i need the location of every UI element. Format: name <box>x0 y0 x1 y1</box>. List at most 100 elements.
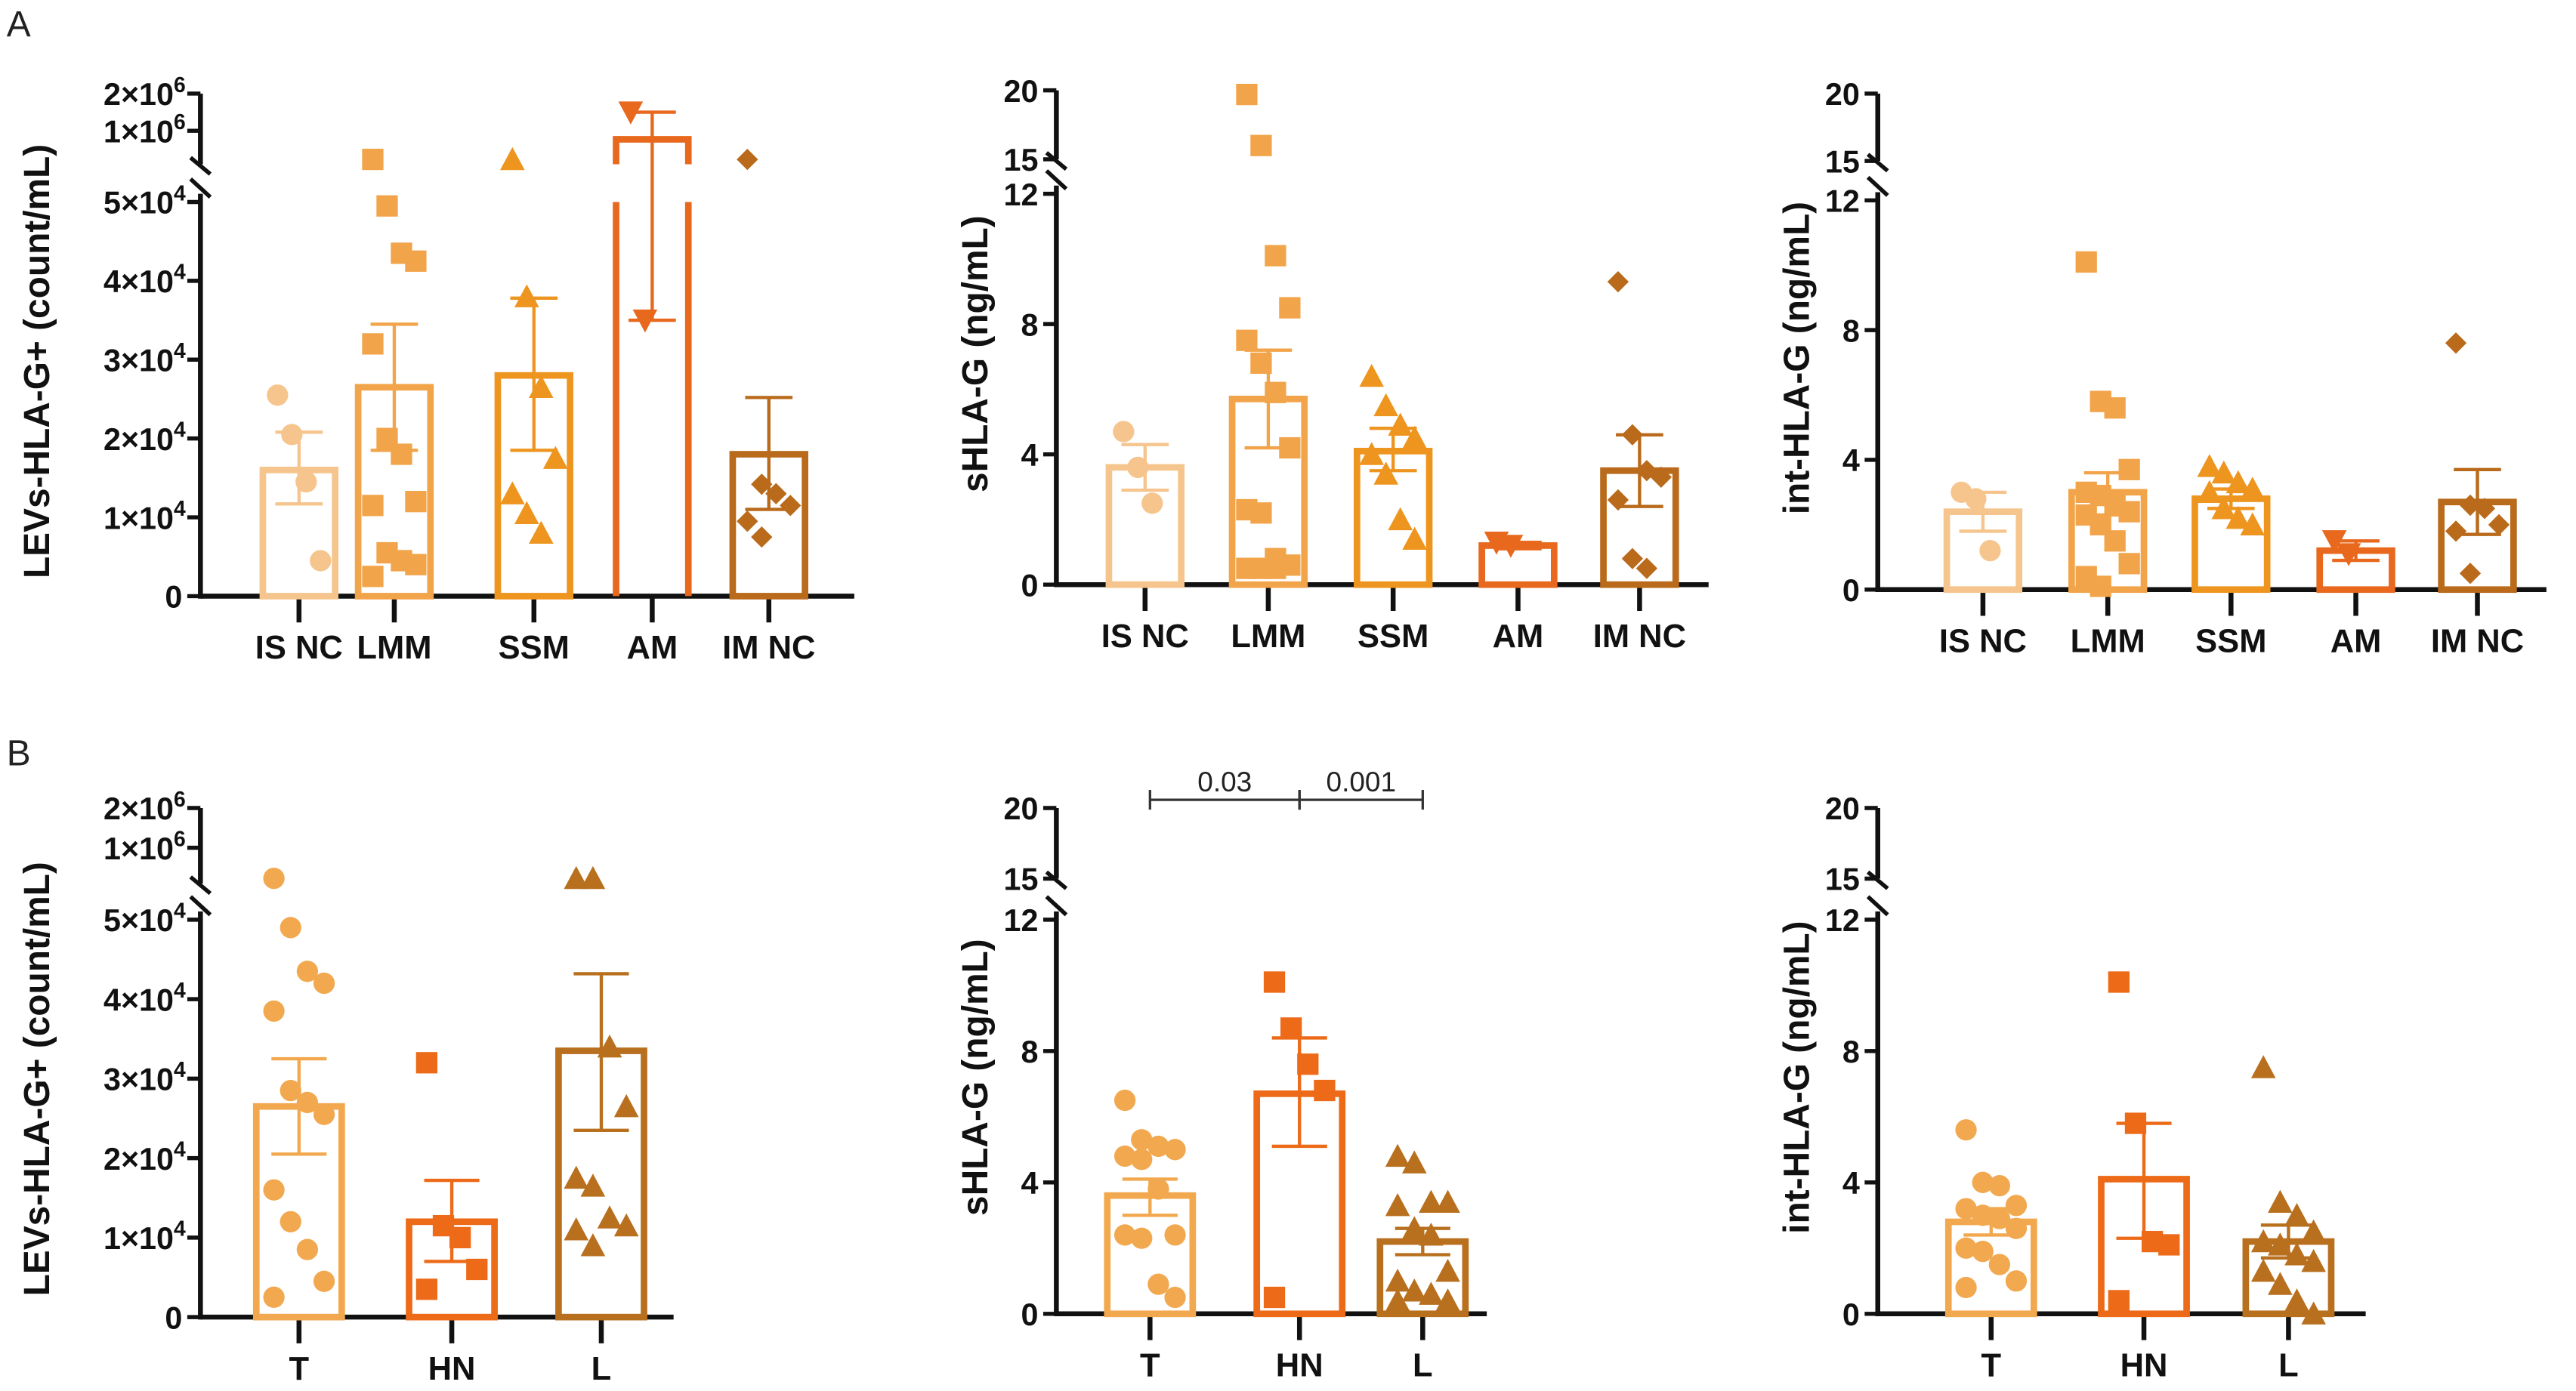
data-point-square <box>2090 575 2111 597</box>
y-axis-label: LEVs-HLA-G+ (count/mL) <box>17 862 57 1296</box>
y-tick-label: 15 <box>1825 144 1860 179</box>
x-tick-label: IM NC <box>1593 618 1686 655</box>
data-point-square <box>362 148 384 171</box>
data-point-triangle <box>514 501 539 524</box>
x-tick-label: IS NC <box>255 630 343 666</box>
data-point-diamond <box>737 148 758 171</box>
data-point-triangle <box>564 1217 589 1241</box>
tick-exponent: 6 <box>174 826 186 850</box>
bar-group-l: L <box>2242 1055 2335 1383</box>
data-point-square <box>1250 502 1272 524</box>
bar-group-hn: HN <box>2098 971 2190 1383</box>
data-point-triangle <box>2197 454 2222 477</box>
data-point-circle <box>1113 1224 1136 1246</box>
data-point-circle <box>1955 1119 1977 1141</box>
y-tick-label: 15 <box>1825 862 1860 897</box>
data-point-triangle <box>1419 1282 1444 1305</box>
data-point-square <box>449 1226 471 1249</box>
y-tick-label: 8 <box>1021 1035 1038 1069</box>
p-value-label: 0.03 <box>1197 766 1252 797</box>
data-point-square <box>2108 971 2130 993</box>
data-point-square <box>1297 1053 1319 1075</box>
x-tick-label: IS NC <box>1101 618 1189 655</box>
data-point-circle <box>1972 1171 1994 1193</box>
data-point-circle <box>2005 1270 2028 1292</box>
y-tick-label: 8 <box>1842 313 1860 348</box>
data-point-triangle <box>1401 1150 1427 1174</box>
bar-group-l: L <box>555 865 647 1387</box>
tick-mantissa: 5×10 <box>103 903 174 938</box>
data-point-triangle <box>2225 470 2251 494</box>
tick-mantissa: 2×10 <box>103 422 174 457</box>
x-tick-label: HN <box>2120 1347 2168 1383</box>
x-tick-label: LMM <box>1231 618 1305 655</box>
x-tick-label: SSM <box>2195 623 2266 659</box>
y-tick-label: 4 <box>1842 1166 1860 1201</box>
y-tick-label: 20 <box>1825 791 1860 826</box>
data-point-triangle-down <box>632 309 658 333</box>
data-point-triangle <box>2211 496 2237 520</box>
data-point-triangle <box>597 1205 622 1229</box>
data-point-circle <box>1147 1273 1169 1295</box>
x-tick-label: L <box>2278 1347 2299 1383</box>
tick-exponent: 4 <box>174 260 186 284</box>
data-point-triangle <box>1359 363 1385 387</box>
data-point-circle <box>1955 1237 1977 1259</box>
data-point-triangle-down <box>2321 530 2347 554</box>
data-point-circle <box>281 424 303 446</box>
data-point-square <box>391 443 412 465</box>
tick-exponent: 4 <box>174 1137 186 1161</box>
p-value-label: 0.001 <box>1327 766 1397 797</box>
y-tick-label: 1×106 <box>103 826 186 865</box>
data-point-square <box>1314 1079 1336 1102</box>
data-point-triangle <box>2268 1189 2293 1214</box>
data-point-circle <box>296 1238 319 1260</box>
bar-group-is-nc: IS NC <box>255 384 343 666</box>
data-point-triangle-down <box>2336 543 2361 566</box>
data-point-triangle <box>1385 1192 1410 1217</box>
x-tick-label: L <box>591 1351 612 1387</box>
data-point-diamond <box>1621 424 1644 446</box>
data-point-circle <box>1955 1276 1977 1299</box>
y-tick-label: 20 <box>1004 74 1039 109</box>
tick-mantissa: 1×10 <box>103 501 174 535</box>
axis-break-mark <box>1866 895 1889 917</box>
data-point-square <box>466 1258 488 1281</box>
data-point-triangle <box>1373 393 1399 417</box>
data-point-circle <box>295 470 317 493</box>
data-point-triangle <box>2197 480 2222 504</box>
bar-group-t: T <box>252 868 345 1387</box>
bar-group-hn: HN <box>406 1052 498 1387</box>
data-point-circle <box>1988 1254 2010 1275</box>
data-point-triangle <box>2250 1229 2276 1253</box>
data-point-circle <box>280 1080 301 1102</box>
y-tick-label: 2×106 <box>103 72 186 112</box>
data-point-triangle <box>2250 1258 2276 1282</box>
y-tick-label: 0 <box>1021 1297 1038 1332</box>
y-tick-label: 0 <box>1021 568 1038 603</box>
bar <box>259 467 339 600</box>
data-point-diamond <box>1607 270 1629 293</box>
y-tick-label: 4 <box>1021 1166 1038 1201</box>
axis-break-mark <box>189 156 212 176</box>
y-axis-label: sHLA-G (ng/mL) <box>956 939 996 1216</box>
data-point-triangle <box>2301 1248 2326 1272</box>
data-point-triangle <box>2284 1242 2309 1266</box>
chart-b2: 0 4 8 12 15 20 sHLA-G (ng/mL) T HN L 0.03 0.001 <box>956 766 1487 1383</box>
data-point-square <box>2158 1234 2180 1256</box>
y-tick-label: 0 <box>165 580 182 615</box>
tick-mantissa: 2×10 <box>103 1142 174 1177</box>
y-tick-label: 0 <box>1842 1297 1860 1332</box>
y-tick-label: 12 <box>1004 177 1039 212</box>
y-tick-label: 8 <box>1021 307 1038 342</box>
data-point-triangle <box>613 1093 639 1118</box>
data-point-square <box>2104 397 2126 419</box>
data-point-square <box>1265 381 1286 403</box>
data-point-triangle-down <box>618 101 644 125</box>
data-point-diamond <box>2459 563 2482 584</box>
x-tick-label: T <box>289 1351 310 1387</box>
y-tick-label: 5×104 <box>103 180 186 220</box>
tick-exponent: 4 <box>174 180 186 205</box>
data-point-circle <box>313 972 335 995</box>
y-tick-label: 4×104 <box>103 978 186 1017</box>
